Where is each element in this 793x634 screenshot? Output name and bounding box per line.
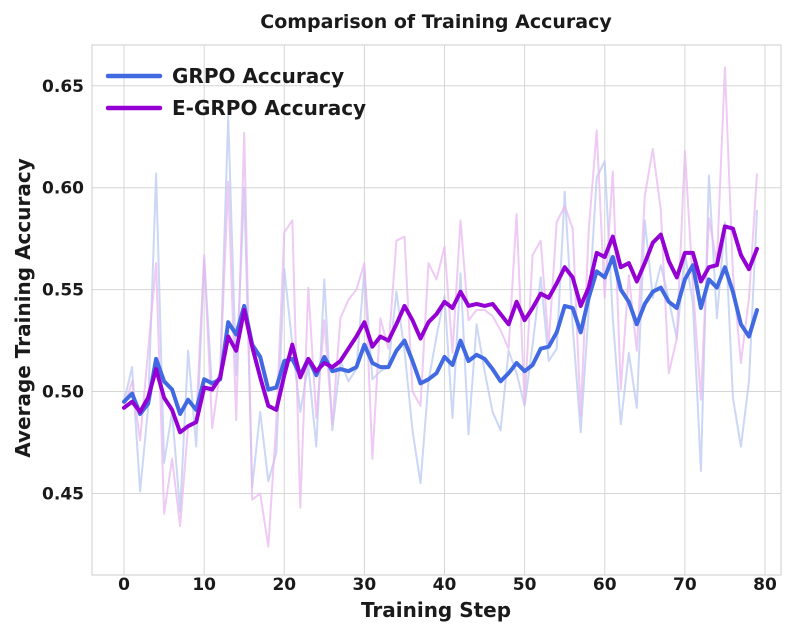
y-axis-label: Average Training Accuracy	[11, 158, 35, 458]
legend-label-0: GRPO Accuracy	[172, 64, 344, 88]
x-tick-label: 20	[272, 575, 296, 595]
chart-title: Comparison of Training Accuracy	[260, 11, 612, 33]
smoothed-series-line-1	[122, 224, 759, 435]
plot-frame	[91, 44, 782, 576]
y-axis-ticks: 0.45 0.50 0.55 0.60 0.65	[42, 77, 84, 505]
legend-label-1: E-GRPO Accuracy	[172, 96, 366, 120]
grid-lines	[92, 45, 781, 575]
x-tick-label: 10	[192, 575, 216, 595]
y-tick-label: 0.45	[42, 484, 84, 504]
smoothed-series-lines	[122, 224, 759, 435]
x-tick-label: 50	[513, 575, 537, 595]
raw-series-line-0	[123, 115, 758, 513]
x-tick-label: 30	[353, 575, 377, 595]
x-tick-label: 70	[673, 575, 697, 595]
legend: GRPO Accuracy E-GRPO Accuracy	[105, 64, 366, 120]
y-tick-label: 0.55	[42, 281, 84, 301]
y-tick-label: 0.50	[42, 383, 84, 403]
x-tick-label: 0	[118, 575, 130, 595]
y-tick-label: 0.60	[42, 179, 84, 199]
x-tick-label: 40	[433, 575, 457, 595]
smoothed-series-line-0	[122, 255, 759, 416]
x-axis-ticks: 0 10 20 30 40 50 60 70 80	[118, 575, 777, 595]
raw-series-lines	[123, 66, 758, 548]
x-tick-label: 80	[753, 575, 777, 595]
raw-series-line-1	[123, 66, 758, 548]
y-tick-label: 0.65	[42, 77, 84, 97]
x-tick-label: 60	[593, 575, 617, 595]
x-axis-label: Training Step	[361, 598, 511, 622]
